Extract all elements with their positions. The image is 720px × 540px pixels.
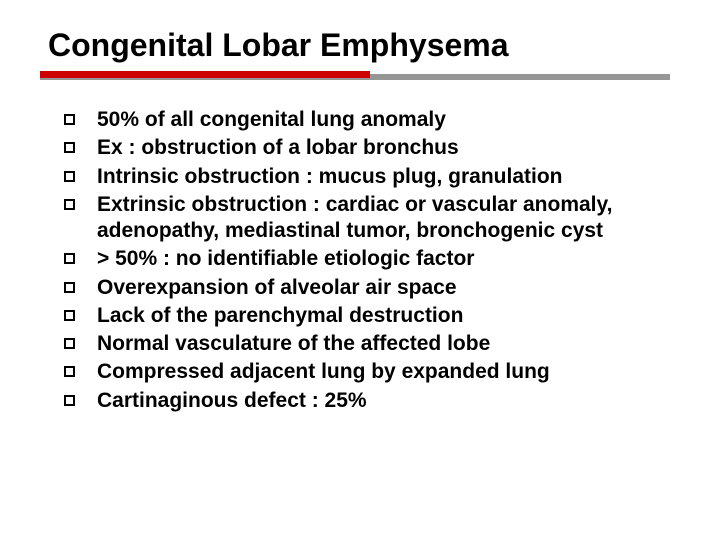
list-item: Ex : obstruction of a lobar bronchus bbox=[64, 135, 672, 161]
bullet-text: Lack of the parenchymal destruction bbox=[97, 303, 672, 329]
underline-red bbox=[40, 71, 370, 78]
bullet-text: 50% of all congenital lung anomaly bbox=[97, 107, 672, 133]
list-item: Extrinsic obstruction : cardiac or vascu… bbox=[64, 192, 672, 245]
square-bullet-icon bbox=[64, 338, 75, 349]
title-underline bbox=[40, 71, 672, 83]
square-bullet-icon bbox=[64, 199, 75, 210]
bullet-text: Ex : obstruction of a lobar bronchus bbox=[97, 135, 672, 161]
bullet-list: 50% of all congenital lung anomaly Ex : … bbox=[48, 107, 672, 414]
slide-title: Congenital Lobar Emphysema bbox=[48, 28, 672, 63]
bullet-text: Compressed adjacent lung by expanded lun… bbox=[97, 359, 672, 385]
list-item: Cartinaginous defect : 25% bbox=[64, 388, 672, 414]
bullet-text: Normal vasculature of the affected lobe bbox=[97, 331, 672, 357]
square-bullet-icon bbox=[64, 114, 75, 125]
list-item: Compressed adjacent lung by expanded lun… bbox=[64, 359, 672, 385]
bullet-text: Overexpansion of alveolar air space bbox=[97, 275, 672, 301]
list-item: Normal vasculature of the affected lobe bbox=[64, 331, 672, 357]
slide: Congenital Lobar Emphysema 50% of all co… bbox=[0, 0, 720, 540]
list-item: 50% of all congenital lung anomaly bbox=[64, 107, 672, 133]
square-bullet-icon bbox=[64, 310, 75, 321]
square-bullet-icon bbox=[64, 366, 75, 377]
bullet-text: Intrinsic obstruction : mucus plug, gran… bbox=[97, 164, 672, 190]
list-item: Overexpansion of alveolar air space bbox=[64, 275, 672, 301]
square-bullet-icon bbox=[64, 253, 75, 264]
bullet-text: Extrinsic obstruction : cardiac or vascu… bbox=[97, 192, 672, 245]
square-bullet-icon bbox=[64, 395, 75, 406]
list-item: Intrinsic obstruction : mucus plug, gran… bbox=[64, 164, 672, 190]
bullet-text: Cartinaginous defect : 25% bbox=[97, 388, 672, 414]
square-bullet-icon bbox=[64, 282, 75, 293]
list-item: Lack of the parenchymal destruction bbox=[64, 303, 672, 329]
bullet-text: > 50% : no identifiable etiologic factor bbox=[97, 246, 672, 272]
list-item: > 50% : no identifiable etiologic factor bbox=[64, 246, 672, 272]
square-bullet-icon bbox=[64, 142, 75, 153]
square-bullet-icon bbox=[64, 171, 75, 182]
